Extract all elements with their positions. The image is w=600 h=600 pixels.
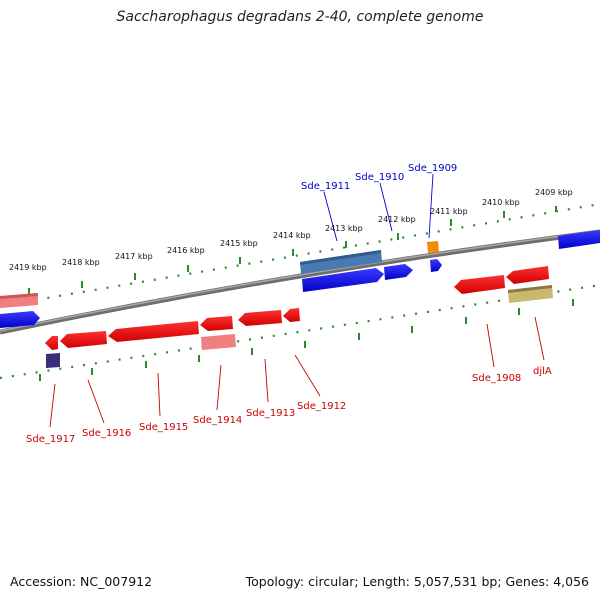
gene-sde-1908[interactable] xyxy=(454,275,505,294)
kbp-label: 2412 kbp xyxy=(378,215,416,224)
leader-sde-1915 xyxy=(157,372,161,417)
gene-sde-1912[interactable] xyxy=(283,308,300,322)
gene-label-sde-1914[interactable]: Sde_1914 xyxy=(193,415,242,426)
gene-label-sde-1912[interactable]: Sde_1912 xyxy=(297,401,346,412)
leader-sde-1917 xyxy=(49,383,56,428)
gene-left-edge[interactable] xyxy=(0,311,40,328)
gene-sde-1916[interactable] xyxy=(60,331,107,348)
gene-djla[interactable] xyxy=(506,266,549,284)
gene-label-sde-1913[interactable]: Sde_1913 xyxy=(246,408,295,419)
cds-left-edge-top xyxy=(0,293,38,299)
gene-sde-1915[interactable] xyxy=(108,321,199,342)
leader-sde-1913 xyxy=(264,358,269,403)
gene-sde-1911[interactable] xyxy=(302,268,384,292)
gene-label-sde-1910[interactable]: Sde_1910 xyxy=(355,172,404,183)
gene-label-sde-1909[interactable]: Sde_1909 xyxy=(408,163,457,174)
cds-sde-1911-edge xyxy=(300,250,381,265)
reverse-strand-features xyxy=(45,266,553,368)
kbp-label: 2417 kbp xyxy=(115,252,153,261)
leader-sde-1914 xyxy=(216,364,222,411)
lower-ruler-dots xyxy=(0,283,600,380)
gene-sde-1909[interactable] xyxy=(430,259,442,272)
leader-sde-1909 xyxy=(428,173,434,239)
upper-ruler-dots xyxy=(0,202,600,308)
leader-djla xyxy=(534,316,545,361)
gene-label-sde-1916[interactable]: Sde_1916 xyxy=(82,428,131,439)
map-title: Saccharophagus degradans 2-40, complete … xyxy=(116,9,484,25)
gene-label-leaders xyxy=(49,173,545,428)
kbp-label: 2410 kbp xyxy=(482,198,520,207)
gene-sde-1913[interactable] xyxy=(238,310,282,326)
genome-summary-text: Topology: circular; Length: 5,057,531 bp… xyxy=(245,574,589,589)
leader-sde-1908 xyxy=(486,323,495,368)
gene-sde-1917[interactable] xyxy=(45,336,58,350)
kbp-labels: 2409 kbp 2410 kbp 2411 kbp 2412 kbp 2413… xyxy=(9,188,573,272)
kbp-label: 2415 kbp xyxy=(220,239,258,248)
gene-sde-1914[interactable] xyxy=(200,316,233,331)
genome-backbone-highlight xyxy=(0,230,600,332)
forward-strand-features xyxy=(0,230,600,328)
cds-sde-1909[interactable] xyxy=(427,241,439,253)
gene-label-sde-1911[interactable]: Sde_1911 xyxy=(301,181,350,192)
gene-right-edge[interactable] xyxy=(558,230,600,249)
kbp-label: 2413 kbp xyxy=(325,224,363,233)
kbp-label: 2411 kbp xyxy=(430,207,468,216)
reverse-gene-labels: djlA Sde_1908 Sde_1912 Sde_1913 Sde_1914… xyxy=(26,366,552,445)
kbp-label: 2414 kbp xyxy=(273,231,311,240)
gene-label-sde-1917[interactable]: Sde_1917 xyxy=(26,434,75,445)
cds-sde-1917[interactable] xyxy=(46,353,60,368)
accession-text: Accession: NC_007912 xyxy=(10,574,153,589)
kbp-label: 2419 kbp xyxy=(9,263,47,272)
kbp-label: 2409 kbp xyxy=(535,188,573,197)
forward-gene-labels: Sde_1909 Sde_1910 Sde_1911 xyxy=(301,163,457,192)
cds-sde-1914[interactable] xyxy=(201,334,236,350)
leader-sde-1910 xyxy=(379,182,393,232)
cds-djla-edge xyxy=(508,285,552,293)
leader-sde-1916 xyxy=(87,379,105,424)
gene-label-djla[interactable]: djlA xyxy=(533,366,552,377)
kbp-label: 2416 kbp xyxy=(167,246,205,255)
gene-label-sde-1908[interactable]: Sde_1908 xyxy=(472,373,521,384)
gene-sde-1910[interactable] xyxy=(384,264,413,280)
genome-backbone xyxy=(0,229,600,335)
kbp-label: 2418 kbp xyxy=(62,258,100,267)
leader-sde-1912 xyxy=(294,354,321,397)
lower-tick-ruler xyxy=(0,283,600,381)
gene-label-sde-1915[interactable]: Sde_1915 xyxy=(139,422,188,433)
cds-sde-1911[interactable] xyxy=(300,250,382,274)
leader-sde-1911 xyxy=(323,191,338,242)
